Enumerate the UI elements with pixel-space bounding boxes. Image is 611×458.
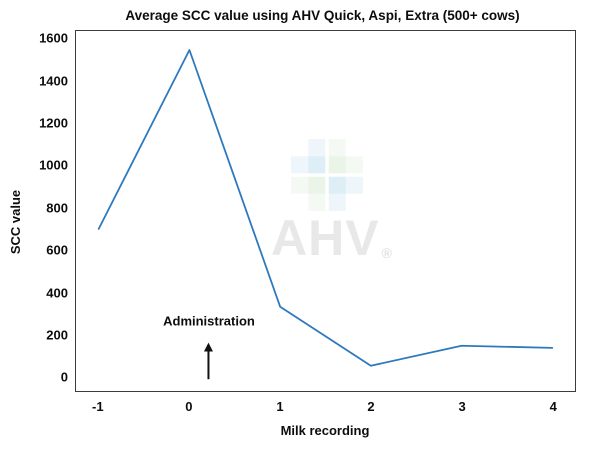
y-tick-label: 0	[60, 369, 68, 385]
x-tick-label: 4	[549, 399, 557, 414]
watermark-brand: AHV ®	[271, 213, 393, 263]
y-tick-label: 800	[46, 200, 68, 216]
y-tick-label: 400	[46, 285, 68, 300]
y-tick-label: 200	[46, 327, 68, 343]
y-tick-label: 600	[46, 242, 68, 258]
logo-quadrant-bottom-left	[291, 176, 326, 211]
ahv-cross-logo-icon	[291, 139, 363, 211]
chart-title: Average SCC value using AHV Quick, Aspi,…	[125, 8, 520, 23]
watermark-text: AHV	[271, 210, 380, 266]
logo-quadrant-bottom-right	[328, 176, 363, 211]
logo-quadrant-top-right	[328, 139, 363, 174]
x-tick-label: 1	[276, 399, 284, 414]
logo-quadrant-top-left	[291, 139, 326, 174]
y-tick-label: 1600	[39, 30, 68, 46]
x-tick-label: 0	[185, 399, 193, 414]
x-tick-label: -1	[91, 399, 104, 414]
plot-area: AHV ® Administration	[75, 30, 576, 392]
x-axis-title: Milk recording	[280, 423, 370, 438]
ahv-watermark: AHV ®	[76, 31, 575, 391]
annotation-label: Administration	[163, 313, 255, 329]
x-tick-label: 2	[367, 399, 375, 414]
registered-trademark-icon: ®	[381, 245, 393, 261]
x-tick-label: 3	[458, 399, 466, 414]
scc-line	[97, 49, 554, 367]
y-tick-label: 1000	[39, 157, 68, 173]
annotation-arrow-head	[203, 342, 213, 352]
chart-canvas	[97, 49, 554, 380]
y-tick-label: 1400	[39, 73, 68, 89]
y-tick-label: 1200	[39, 115, 68, 131]
